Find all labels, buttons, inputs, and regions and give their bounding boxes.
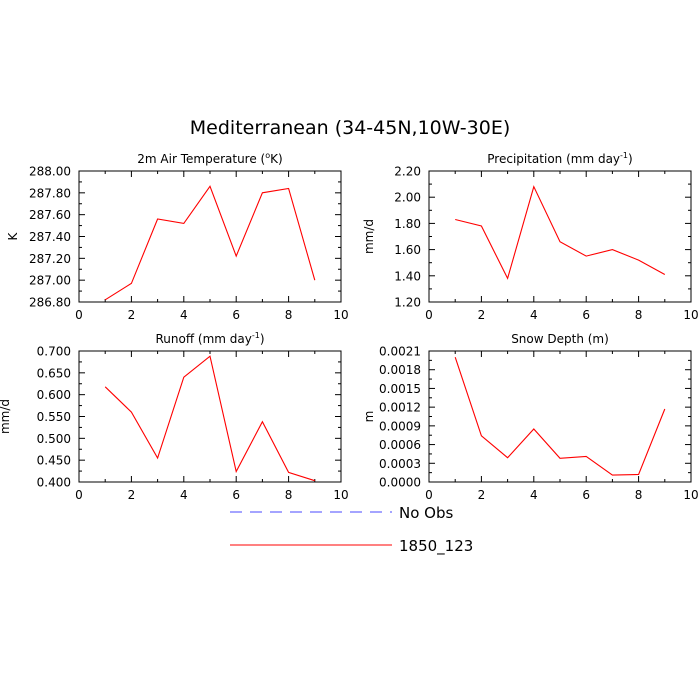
legend-label: No Obs [399, 504, 453, 522]
x-tick-label: 0 [75, 308, 83, 322]
chart-panel-2: Precipitation (mm day-1) 0 2 4 6 8 10 1.20 1.40 1… [362, 151, 699, 322]
plot-frame [78, 170, 342, 303]
chart-panel-3: Runoff (mm day-1) 0 2 4 6 8 10 0.400 0.450 0.500 0… [0, 331, 349, 502]
y-tick-label: 1.80 [394, 217, 421, 231]
y-tick-label: 287.40 [29, 230, 71, 244]
y-tick-label: 0.450 [37, 454, 71, 468]
legend: No Obs 1850_123 [230, 504, 473, 556]
x-tick-label: 10 [683, 308, 698, 322]
y-tick-label: 0.650 [37, 366, 71, 380]
x-tick-label: 4 [180, 308, 188, 322]
y-tick-label: 1.60 [394, 243, 421, 257]
y-tick-label: 0.0009 [379, 419, 421, 433]
x-tick-label: 6 [232, 308, 240, 322]
x-tick-label: 2 [478, 308, 486, 322]
panel-title: Precipitation (mm day-1) [487, 151, 632, 166]
x-tick-label: 8 [635, 308, 643, 322]
y-tick-label: 286.80 [29, 296, 71, 310]
y-axis-label: mm/d [362, 219, 376, 254]
y-tick-label: 0.0015 [379, 382, 421, 396]
x-tick-label: 8 [285, 308, 293, 322]
y-tick-label: 0.500 [37, 432, 71, 446]
y-tick-label: 0.700 [37, 345, 71, 359]
y-tick-label: 0.400 [37, 476, 71, 490]
x-tick-label: 2 [128, 308, 136, 322]
y-tick-label: 0.0012 [379, 401, 421, 415]
x-tick-label: 0 [425, 308, 433, 322]
panel-title: Snow Depth (m) [511, 332, 609, 346]
y-tick-label: 2.00 [394, 191, 421, 205]
x-tick-label: 8 [285, 488, 293, 502]
y-tick-label: 1.20 [394, 296, 421, 310]
y-tick-label: 0.0021 [379, 345, 421, 359]
chart-panels: 2m Air Temperature (oK) 0 2 4 6 8 10 286.80 287.… [0, 151, 699, 502]
x-tick-label: 4 [180, 488, 188, 502]
panel-title: Runoff (mm day-1) [155, 331, 264, 346]
x-tick-label: 6 [582, 308, 590, 322]
series-line-1850_123 [104, 185, 316, 301]
x-tick-label: 10 [333, 488, 348, 502]
chart-panel-1: 2m Air Temperature (oK) 0 2 4 6 8 10 286.80 287.… [6, 151, 349, 322]
y-tick-label: 0.0006 [379, 438, 421, 452]
series-line-1850_123 [455, 185, 666, 280]
x-tick-label: 6 [232, 488, 240, 502]
x-tick-label: 10 [683, 488, 698, 502]
plot-frame [78, 350, 342, 483]
legend-item-1: No Obs [230, 504, 453, 522]
y-axis-label: m [362, 411, 376, 423]
legend-item-2: 1850_123 [230, 537, 473, 556]
plot-frame [428, 170, 692, 303]
panel-title: 2m Air Temperature (oK) [137, 151, 282, 166]
y-tick-label: 288.00 [29, 165, 71, 179]
legend-label: 1850_123 [399, 537, 473, 556]
y-tick-label: 0.0018 [379, 363, 421, 377]
y-tick-label: 0.0003 [379, 457, 421, 471]
x-tick-label: 0 [75, 488, 83, 502]
series-line-1850_123 [454, 357, 666, 476]
x-tick-label: 8 [635, 488, 643, 502]
x-tick-label: 4 [530, 488, 538, 502]
series-line-1850_123 [104, 355, 315, 482]
y-tick-label: 0.600 [37, 388, 71, 402]
figure-title: Mediterranean (34-45N,10W-30E) [190, 117, 510, 139]
chart-panel-4: Snow Depth (m) 0 2 4 6 8 10 0.0000 0.0003 0.0006 0… [362, 332, 699, 502]
y-tick-label: 287.60 [29, 208, 71, 222]
x-tick-label: 2 [478, 488, 486, 502]
x-tick-label: 2 [128, 488, 136, 502]
y-tick-label: 287.00 [29, 274, 71, 288]
y-tick-label: 1.40 [394, 269, 421, 283]
y-tick-label: 287.20 [29, 252, 71, 266]
x-tick-label: 4 [530, 308, 538, 322]
y-tick-label: 0.0000 [379, 476, 421, 490]
y-axis-label: K [6, 231, 20, 240]
y-tick-label: 287.80 [29, 186, 71, 200]
x-tick-label: 6 [582, 488, 590, 502]
y-tick-label: 2.20 [394, 165, 421, 179]
x-tick-label: 10 [333, 308, 348, 322]
x-tick-label: 0 [425, 488, 433, 502]
plot-frame [428, 350, 692, 483]
y-axis-label: mm/d [0, 399, 12, 434]
y-tick-label: 0.550 [37, 410, 71, 424]
